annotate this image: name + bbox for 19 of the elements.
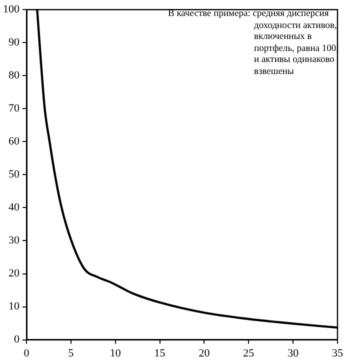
y-tick-label: 70 [8,102,20,115]
x-tick-label: 5 [68,347,74,360]
y-tick-label: 80 [8,70,20,82]
x-tick-label: 35 [332,347,344,360]
x-tick-label: 10 [110,347,122,360]
y-tick-label: 50 [8,168,20,181]
y-tick-label: 20 [8,268,20,280]
y-tick-label: 90 [8,36,20,49]
y-tick-label: 100 [3,3,20,16]
y-tick-label: 60 [8,136,20,148]
x-tick-label: 0 [24,347,30,360]
x-tick-label: 20 [198,347,210,360]
y-tick-label: 10 [8,300,20,313]
x-tick-label: 30 [288,347,300,360]
y-tick-label: 30 [8,234,20,247]
x-tick-label: 15 [154,347,166,360]
y-tick-label: 0 [14,334,20,346]
y-tick-label: 40 [8,202,20,214]
x-tick-label: 25 [243,347,255,360]
